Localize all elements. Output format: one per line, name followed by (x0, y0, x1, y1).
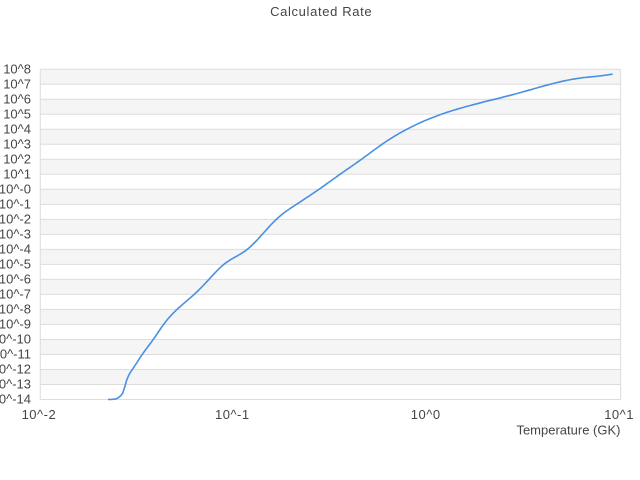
svg-text:10^0: 10^0 (411, 407, 441, 422)
svg-text:10^-13: 10^-13 (0, 377, 31, 392)
svg-text:Temperature (GK): Temperature (GK) (516, 423, 620, 438)
svg-text:10^-14: 10^-14 (0, 392, 31, 407)
svg-text:10^-1: 10^-1 (0, 197, 31, 212)
svg-text:10^-7: 10^-7 (0, 287, 31, 302)
svg-text:10^3: 10^3 (3, 136, 31, 151)
svg-text:10^6: 10^6 (3, 91, 31, 106)
svg-text:10^-11: 10^-11 (0, 347, 31, 362)
svg-text:10^-5: 10^-5 (0, 257, 31, 272)
svg-text:10^-8: 10^-8 (0, 302, 31, 317)
svg-text:10^-12: 10^-12 (0, 362, 31, 377)
svg-text:10^1: 10^1 (604, 407, 634, 422)
svg-text:10^5: 10^5 (3, 106, 31, 121)
svg-text:10^4: 10^4 (3, 121, 31, 136)
svg-text:10^7: 10^7 (3, 76, 31, 91)
svg-text:10^-9: 10^-9 (0, 317, 31, 332)
svg-text:Calculated Rate: Calculated Rate (270, 4, 372, 19)
svg-text:10^-1: 10^-1 (215, 407, 250, 422)
svg-text:10^8: 10^8 (3, 61, 31, 76)
svg-text:10^-10: 10^-10 (0, 332, 31, 347)
svg-text:10^-2: 10^-2 (22, 407, 57, 422)
svg-text:10^-3: 10^-3 (0, 227, 31, 242)
svg-text:10^1: 10^1 (3, 167, 31, 182)
svg-text:10^-2: 10^-2 (0, 212, 31, 227)
svg-text:10^-0: 10^-0 (0, 182, 31, 197)
svg-text:10^-4: 10^-4 (0, 242, 31, 257)
svg-text:10^-6: 10^-6 (0, 272, 31, 287)
svg-text:10^2: 10^2 (3, 151, 31, 166)
